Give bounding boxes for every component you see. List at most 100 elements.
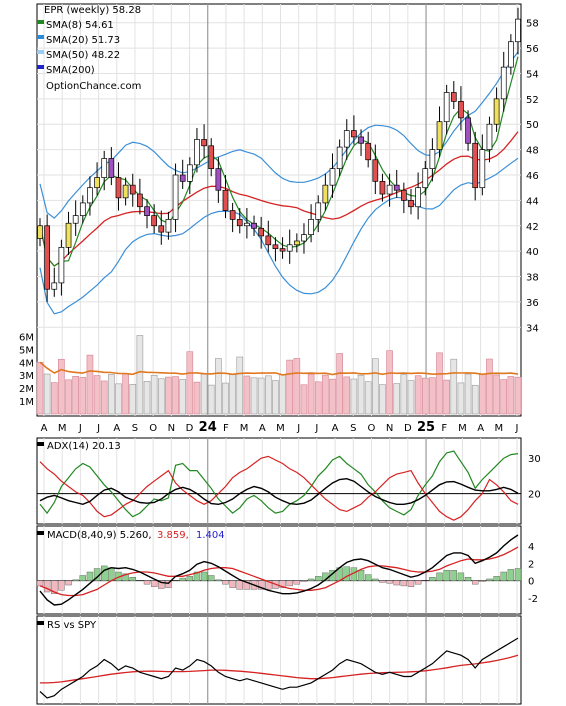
candle	[94, 162, 100, 196]
candle-body	[493, 98, 500, 125]
macd-hist-bar	[307, 578, 315, 581]
candle-body	[479, 149, 486, 189]
volume-bar	[207, 384, 215, 415]
macd-hist-bar	[36, 580, 44, 587]
macd-hist-bar	[72, 579, 79, 581]
x-tick-label: 25	[417, 420, 435, 435]
candle-body	[308, 219, 314, 236]
volume-bar	[150, 375, 158, 415]
candle-body	[465, 117, 471, 144]
price-tick-label: 38	[526, 273, 539, 284]
x-tick-label: A	[113, 423, 120, 434]
volume-tick-label: 3M	[19, 371, 34, 382]
candle-body	[265, 235, 272, 246]
volume-bar	[500, 379, 508, 415]
volume-bar	[372, 358, 379, 415]
x-tick-label: D	[186, 423, 194, 434]
volume-bar	[43, 373, 51, 415]
volume-bar	[236, 356, 244, 415]
rs-legend-label: RS vs SPY	[47, 620, 97, 631]
macd-hist-bar	[265, 580, 272, 590]
plus-di-line	[39, 450, 519, 518]
candle	[358, 129, 364, 156]
candle	[443, 84, 450, 135]
candle	[465, 110, 471, 151]
adx-lines	[37, 450, 521, 521]
volume-bar	[293, 358, 301, 415]
candle	[137, 178, 143, 215]
candle	[479, 134, 486, 196]
macd-tick-label: -2	[528, 594, 538, 605]
candle	[79, 195, 86, 224]
macd-hist-bar	[108, 567, 115, 581]
volume-bar	[457, 382, 465, 415]
volume-bar	[386, 350, 393, 415]
legend-title: EPR (weekly) 58.28	[44, 5, 141, 16]
macd-hist-bar	[158, 580, 165, 589]
volume-bar	[450, 358, 458, 415]
candle-body	[72, 215, 79, 224]
macd-hist-bar	[486, 578, 493, 581]
price-tick-label: 46	[526, 171, 539, 182]
volume-tick-label: 6M	[19, 332, 34, 343]
candle-body	[286, 244, 293, 252]
volume-bar	[514, 376, 522, 415]
candle-body	[87, 187, 93, 204]
volume-bar	[250, 377, 258, 415]
legend-swatch-sma20	[37, 35, 44, 39]
candle	[472, 131, 479, 201]
macd-hist-bar	[222, 580, 229, 585]
price-tick-label: 58	[526, 19, 539, 30]
price-tick-label: 42	[526, 222, 539, 233]
price-tick-label: 52	[526, 95, 539, 106]
candle	[486, 116, 493, 163]
candle-body	[365, 142, 372, 161]
candle-body	[301, 234, 307, 242]
candle-body	[137, 193, 143, 208]
candle-body	[79, 202, 86, 216]
candle	[236, 208, 243, 234]
bollinger-upper	[39, 51, 519, 219]
candle	[272, 237, 279, 262]
volume-tick-label: 1M	[19, 397, 34, 408]
macd-hist-bar	[200, 571, 208, 581]
candle	[215, 157, 222, 203]
candle	[229, 202, 236, 233]
volume-bar	[108, 374, 115, 415]
price-tick-label: 56	[526, 44, 539, 55]
macd-signal-line	[39, 546, 519, 597]
macd-hist-bar	[372, 578, 379, 581]
candle-body	[186, 164, 193, 182]
candle-body	[258, 227, 265, 237]
candle	[251, 215, 257, 236]
x-tick-label: F	[441, 423, 447, 434]
volume-bar	[165, 376, 172, 415]
candle-body	[408, 200, 414, 208]
candle-body	[229, 210, 236, 220]
sma50-line	[39, 131, 519, 267]
candle	[351, 115, 357, 145]
candle	[186, 157, 193, 195]
candle-body	[215, 168, 222, 191]
x-tick-label: N	[168, 423, 175, 434]
volume-bar	[172, 376, 179, 415]
macd-hist-bar	[293, 580, 301, 585]
candle	[508, 34, 514, 75]
x-tick-label: J	[296, 423, 300, 434]
x-tick-label: M	[276, 423, 285, 434]
x-tick-label: D	[404, 423, 412, 434]
volume-bar	[357, 374, 365, 415]
adx-legend: ADX(14) 20.13	[37, 441, 121, 452]
volume-bar	[193, 381, 201, 415]
candle	[244, 208, 250, 239]
volume-bar	[143, 381, 151, 415]
candle-body	[108, 158, 115, 178]
price-tick-label: 34	[526, 323, 539, 334]
macd-hist-bar	[229, 580, 236, 588]
volume-bar	[364, 381, 372, 415]
volume-bar	[36, 362, 44, 415]
candle-body	[372, 159, 379, 182]
candle	[386, 173, 393, 207]
candle	[429, 138, 436, 182]
